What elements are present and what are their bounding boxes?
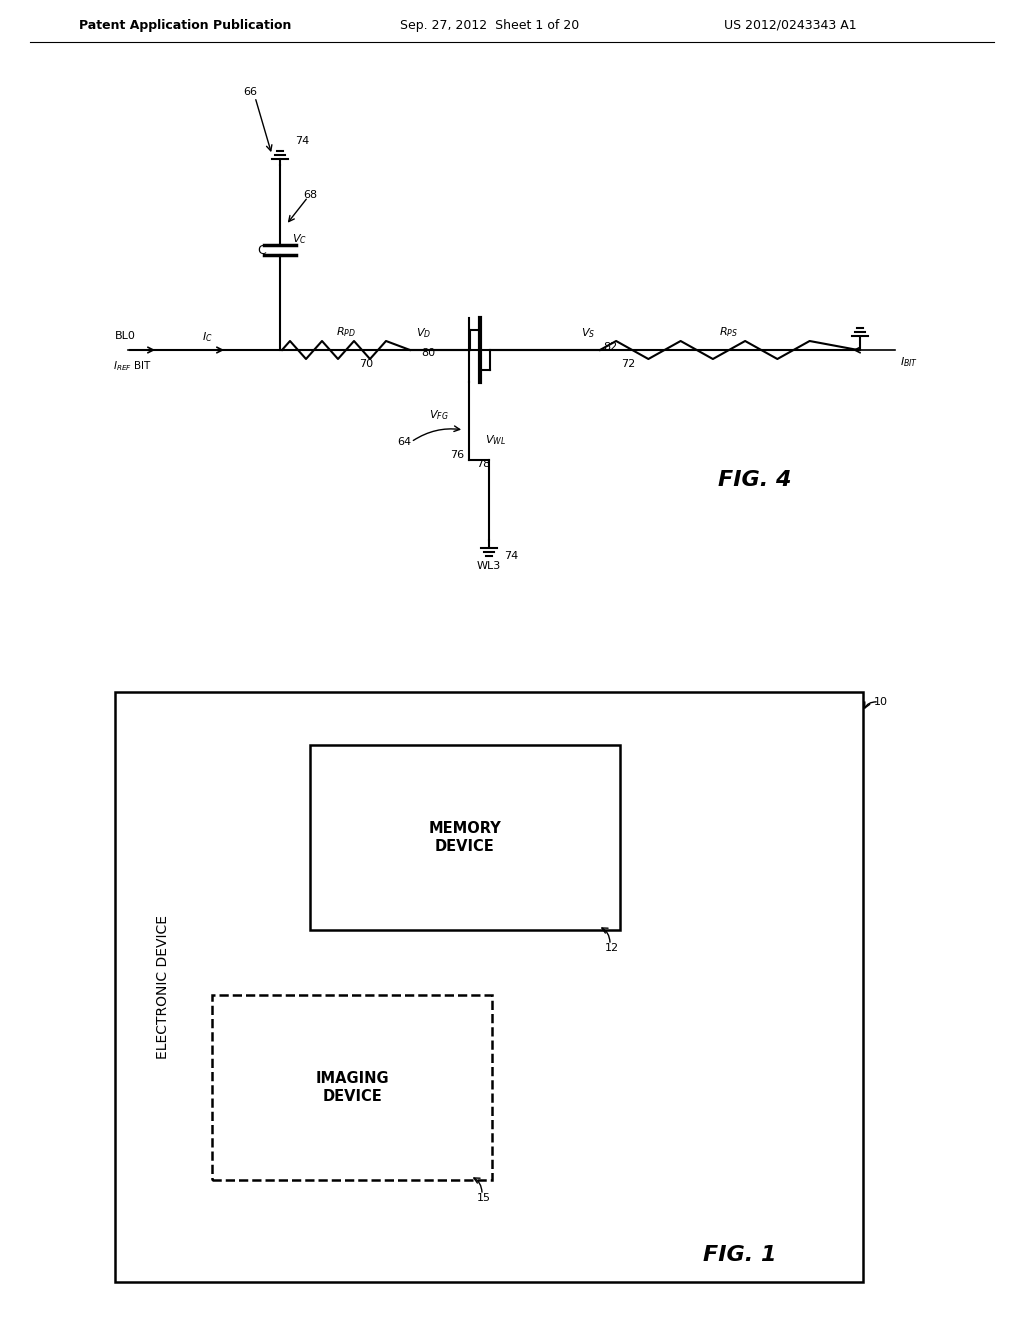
Text: MEMORY
DEVICE: MEMORY DEVICE — [429, 821, 502, 854]
Text: BL0: BL0 — [115, 331, 135, 341]
Bar — [115, 692, 863, 1282]
Text: 72: 72 — [621, 359, 635, 370]
Text: 74: 74 — [295, 136, 309, 147]
Text: Patent Application Publication: Patent Application Publication — [79, 18, 291, 32]
Text: $I_C$: $I_C$ — [202, 330, 212, 345]
Bar — [310, 744, 620, 931]
Text: $R_{PD}$: $R_{PD}$ — [336, 325, 356, 339]
Text: 12: 12 — [605, 942, 620, 953]
Text: US 2012/0243343 A1: US 2012/0243343 A1 — [724, 18, 856, 32]
Text: 15: 15 — [477, 1193, 490, 1203]
Text: FIG. 4: FIG. 4 — [718, 470, 792, 490]
Text: 70: 70 — [359, 359, 373, 370]
Text: 66: 66 — [243, 87, 257, 96]
Text: 74: 74 — [504, 550, 518, 561]
Text: 10: 10 — [874, 697, 888, 708]
Text: 82: 82 — [603, 342, 617, 352]
Text: FIG. 1: FIG. 1 — [703, 1245, 777, 1265]
Text: $V_S$: $V_S$ — [581, 326, 595, 339]
Text: ELECTRONIC DEVICE: ELECTRONIC DEVICE — [156, 915, 170, 1059]
Text: $V_{WL}$: $V_{WL}$ — [485, 433, 506, 447]
Text: $R_{PS}$: $R_{PS}$ — [720, 325, 738, 339]
Text: IMAGING
DEVICE: IMAGING DEVICE — [315, 1072, 389, 1104]
Text: $V_D$: $V_D$ — [417, 326, 431, 339]
Text: 64: 64 — [397, 437, 411, 447]
Text: $V_{FG}$: $V_{FG}$ — [429, 408, 449, 422]
Text: $V_C$: $V_C$ — [292, 232, 307, 246]
Bar — [212, 995, 492, 1180]
Text: Sep. 27, 2012  Sheet 1 of 20: Sep. 27, 2012 Sheet 1 of 20 — [400, 18, 580, 32]
Text: 80: 80 — [421, 348, 435, 358]
Text: WL3: WL3 — [477, 561, 501, 572]
Text: 68: 68 — [303, 190, 317, 201]
Text: C: C — [257, 243, 266, 256]
Text: 76: 76 — [450, 450, 464, 459]
Text: $I_{BIT}$: $I_{BIT}$ — [900, 355, 919, 368]
Text: $I_{REF}$ BIT: $I_{REF}$ BIT — [113, 359, 152, 372]
Text: 78: 78 — [476, 459, 490, 469]
